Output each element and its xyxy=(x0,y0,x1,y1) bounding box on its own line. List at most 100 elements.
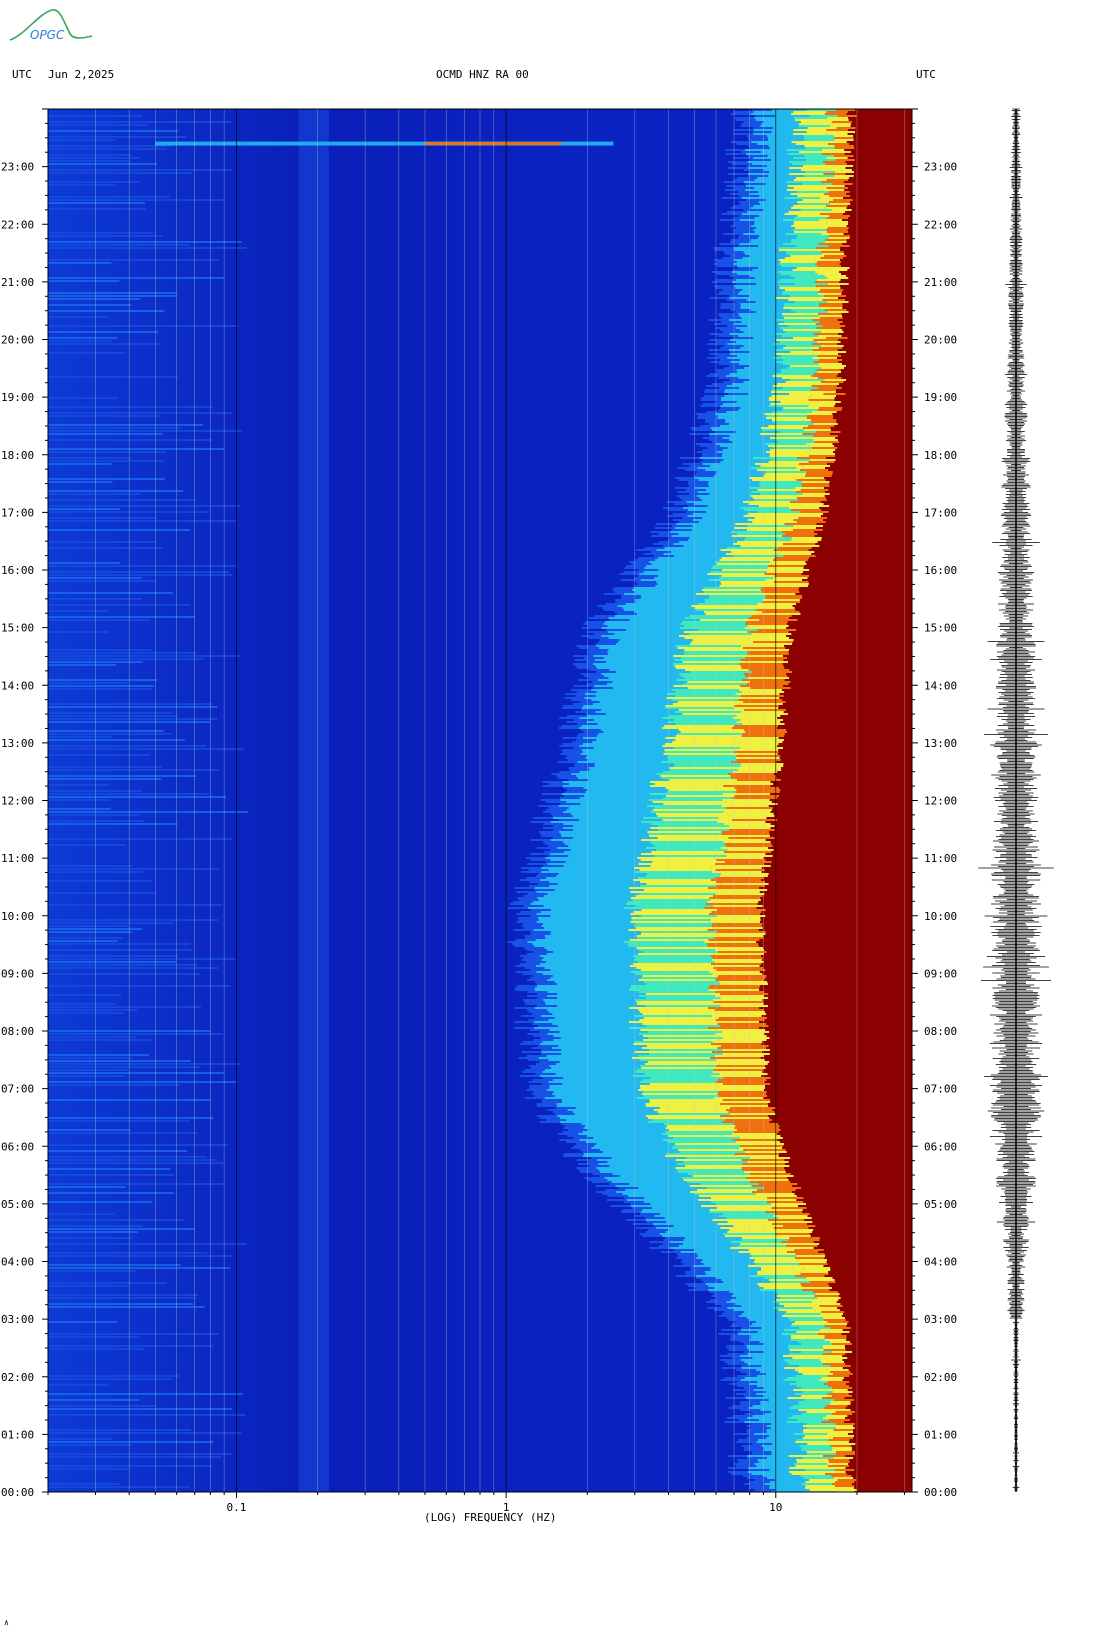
spectral-row xyxy=(803,135,834,137)
spectral-row xyxy=(813,339,839,341)
spectral-row xyxy=(787,713,912,715)
spectral-row xyxy=(782,741,912,743)
spectral-row xyxy=(781,313,819,315)
spectral-row xyxy=(819,545,912,547)
noise-stripe xyxy=(48,196,170,198)
spectral-row xyxy=(831,475,912,477)
spectral-row xyxy=(792,641,912,643)
spectral-row xyxy=(685,489,706,491)
spectral-row xyxy=(774,439,814,441)
spectral-row xyxy=(609,669,685,671)
spectral-row xyxy=(671,689,739,691)
spectral-row xyxy=(667,515,688,517)
spectral-row xyxy=(520,911,541,913)
spectral-row xyxy=(826,205,848,207)
spectral-row xyxy=(603,731,681,733)
noise-stripe xyxy=(48,262,112,264)
spectral-row xyxy=(740,307,784,309)
spectral-row xyxy=(548,845,569,847)
spectral-row xyxy=(846,193,912,195)
noise-stripe xyxy=(48,1375,180,1377)
spectral-row xyxy=(792,643,912,645)
spectral-row xyxy=(826,223,849,225)
spectral-row xyxy=(791,163,826,165)
spectral-row xyxy=(815,527,912,529)
spectral-row xyxy=(795,593,912,595)
spectral-row xyxy=(577,761,662,763)
spectral-row xyxy=(724,851,772,853)
spectral-row xyxy=(740,303,784,305)
spectral-row xyxy=(754,231,794,233)
spectral-row xyxy=(844,149,912,151)
spectral-row xyxy=(599,701,678,703)
spectral-row xyxy=(571,689,592,691)
spectral-row xyxy=(561,725,582,727)
spectral-row xyxy=(629,965,709,967)
spectral-row xyxy=(648,833,723,835)
spectral-row xyxy=(732,745,778,747)
spectral-row xyxy=(721,873,769,875)
spectral-row xyxy=(785,251,822,253)
spectral-row xyxy=(720,461,769,463)
spectral-row xyxy=(839,441,912,443)
spectral-row xyxy=(740,125,761,127)
spectral-row xyxy=(649,781,724,783)
spectral-row xyxy=(634,611,704,613)
spectral-row xyxy=(678,521,699,523)
spectral-row xyxy=(743,709,786,711)
spectral-row xyxy=(687,505,708,507)
spectral-row xyxy=(738,335,782,337)
spectral-row xyxy=(824,193,847,195)
spectral-row xyxy=(671,529,692,531)
spectral-row xyxy=(548,885,640,887)
spectral-row xyxy=(608,637,685,639)
spectral-row xyxy=(820,289,844,291)
spectral-row xyxy=(727,343,774,345)
spectral-row xyxy=(771,861,912,863)
spectral-row xyxy=(796,491,826,493)
spectral-row xyxy=(785,729,912,731)
spectral-row xyxy=(792,671,912,673)
spectral-row xyxy=(674,665,741,667)
spectral-row xyxy=(846,239,912,241)
spectral-row xyxy=(766,951,912,953)
spectral-row xyxy=(765,183,802,185)
spectral-row xyxy=(735,757,780,759)
spectral-row xyxy=(828,489,912,491)
spectral-row xyxy=(522,973,543,975)
spectral-row xyxy=(712,923,763,925)
spectral-row xyxy=(750,159,771,161)
spectral-row xyxy=(836,385,912,387)
spectral-row xyxy=(757,511,801,513)
spectral-row xyxy=(675,477,696,479)
spectral-row xyxy=(728,837,775,839)
spectral-row xyxy=(778,725,912,727)
noise-stripe xyxy=(48,520,237,522)
spectral-row xyxy=(750,113,792,115)
spectral-row xyxy=(795,227,828,229)
spectral-row xyxy=(668,759,737,761)
spectral-row xyxy=(790,515,821,517)
spectral-row xyxy=(801,481,830,483)
spectral-row xyxy=(779,431,817,433)
spectral-row xyxy=(695,473,716,475)
spectral-row xyxy=(772,411,812,413)
spectral-row xyxy=(710,955,762,957)
spectral-row xyxy=(772,855,912,857)
spectral-row xyxy=(757,603,797,605)
spectral-row xyxy=(748,677,790,679)
spectral-row xyxy=(735,283,756,285)
spectral-row xyxy=(734,787,779,789)
noise-stripe xyxy=(48,748,244,750)
spectral-row xyxy=(716,1029,766,1031)
spectral-row xyxy=(803,155,835,157)
noise-stripe xyxy=(48,682,129,684)
spectral-row xyxy=(539,831,560,833)
spectral-row xyxy=(720,405,769,407)
spectral-row xyxy=(709,333,730,335)
spectral-row xyxy=(715,431,736,433)
spectral-row xyxy=(740,747,784,749)
spectral-row xyxy=(819,303,843,305)
spectral-row xyxy=(713,947,764,949)
spectral-row xyxy=(803,137,835,139)
